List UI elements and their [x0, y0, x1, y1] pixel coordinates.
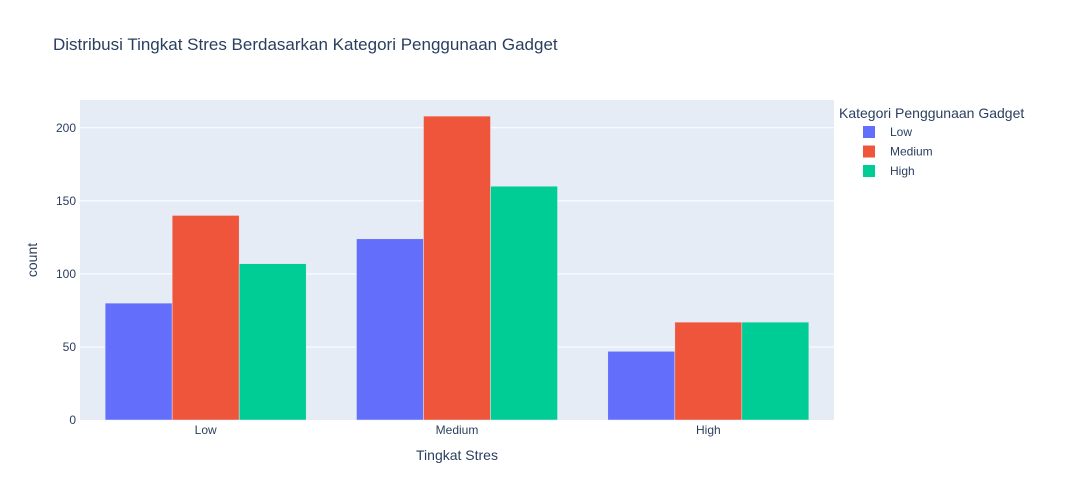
- x-tick-label: Low: [195, 423, 217, 437]
- bar: [490, 185, 558, 421]
- bar: [741, 321, 810, 421]
- bar: [356, 238, 424, 421]
- bar: [171, 215, 240, 421]
- y-tick-label: 50: [63, 340, 77, 354]
- bar: [104, 302, 173, 421]
- legend-swatch: [863, 126, 875, 138]
- bar: [238, 263, 307, 421]
- x-axis-title: Tingkat Stres: [416, 447, 498, 463]
- legend-label: Medium: [890, 145, 933, 159]
- y-tick-label: 150: [56, 194, 76, 208]
- bar: [674, 321, 743, 421]
- y-axis-ticks: 0 50 100 150 200: [56, 121, 76, 427]
- y-tick-label: 100: [56, 267, 76, 281]
- legend-swatch: [863, 165, 875, 177]
- x-tick-label: High: [696, 423, 721, 437]
- bars: [104, 115, 810, 421]
- y-axis-title: count: [24, 243, 40, 277]
- legend: Kategori Penggunaan Gadget Low Medium High: [839, 105, 1024, 178]
- chart-title: Distribusi Tingkat Stres Berdasarkan Kat…: [53, 35, 558, 54]
- x-tick-label: Medium: [436, 423, 479, 437]
- bar: [607, 351, 676, 421]
- legend-title: Kategori Penggunaan Gadget: [839, 105, 1024, 121]
- x-axis-ticks: Low Medium High: [195, 423, 721, 437]
- bar: [423, 115, 491, 421]
- y-tick-label: 0: [69, 413, 76, 427]
- y-tick-label: 200: [56, 121, 76, 135]
- legend-label: Low: [890, 125, 912, 139]
- legend-label: High: [890, 164, 915, 178]
- legend-swatch: [863, 145, 875, 158]
